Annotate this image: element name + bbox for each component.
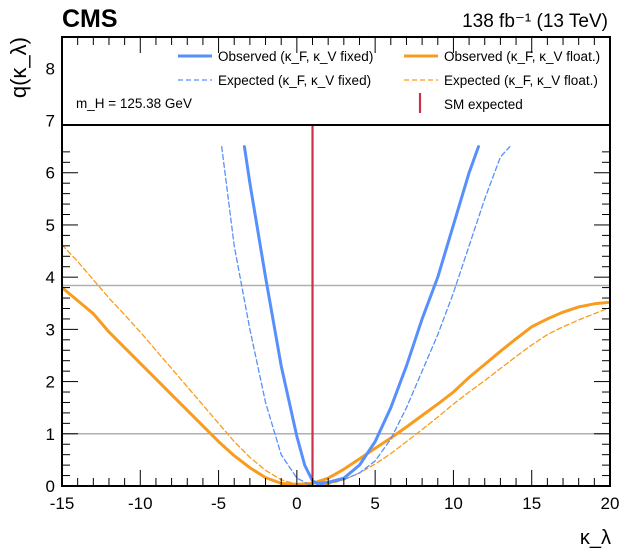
y-tick-label: 1 [46,425,55,444]
legend-label-sm: SM expected [444,97,523,112]
x-tick-label: -5 [211,494,226,513]
legend-label-obs-fixed: Observed (κ_F, κ_V fixed) [218,49,373,64]
legend-label-exp-float: Expected (κ_F, κ_V float.) [444,73,598,88]
series-line-obs-float [62,286,610,486]
x-tick-label: 10 [444,494,463,513]
y-tick-label: 2 [46,373,55,392]
y-tick-label: 0 [46,477,55,496]
y-tick-label: 5 [46,216,55,235]
y-tick-label: 6 [46,164,55,183]
x-axis-title: κ_λ [580,527,611,549]
y-axis-title: q(κ_λ) [6,37,31,98]
labels: CMS 138 fb⁻¹ (13 TeV) κ_λ q(κ_λ) [6,5,611,549]
legend: Observed (κ_F, κ_V fixed) Expected (κ_F, … [62,37,610,126]
axes-frame: -15 -10 -5 0 5 10 15 20 0 1 2 3 4 5 6 7 8 [46,36,620,513]
legend-label-obs-float: Observed (κ_F, κ_V float.) [444,49,600,64]
mass-annotation: m_H = 125.38 GeV [76,96,192,111]
series-group [62,145,610,486]
x-tick-label: 15 [522,494,541,513]
legend-background [62,37,610,125]
x-tick-label: -15 [50,494,75,513]
x-tick-label: 0 [292,494,301,513]
x-tick-label: 5 [370,494,379,513]
x-tick-label: 20 [601,494,620,513]
series-line-exp-fixed [221,145,511,486]
y-tick-label: 7 [46,112,55,131]
x-tick-label: -10 [128,494,153,513]
y-tick-label: 4 [46,268,55,287]
series-line-obs-fixed [242,145,480,485]
legend-label-exp-fixed: Expected (κ_F, κ_V fixed) [218,73,371,88]
experiment-label: CMS [62,5,118,33]
plot-area [62,125,610,486]
y-tick-label: 8 [46,59,55,78]
luminosity-label: 138 fb⁻¹ (13 TeV) [462,11,608,32]
y-tick-label: 3 [46,320,55,339]
axes-border [61,36,611,487]
